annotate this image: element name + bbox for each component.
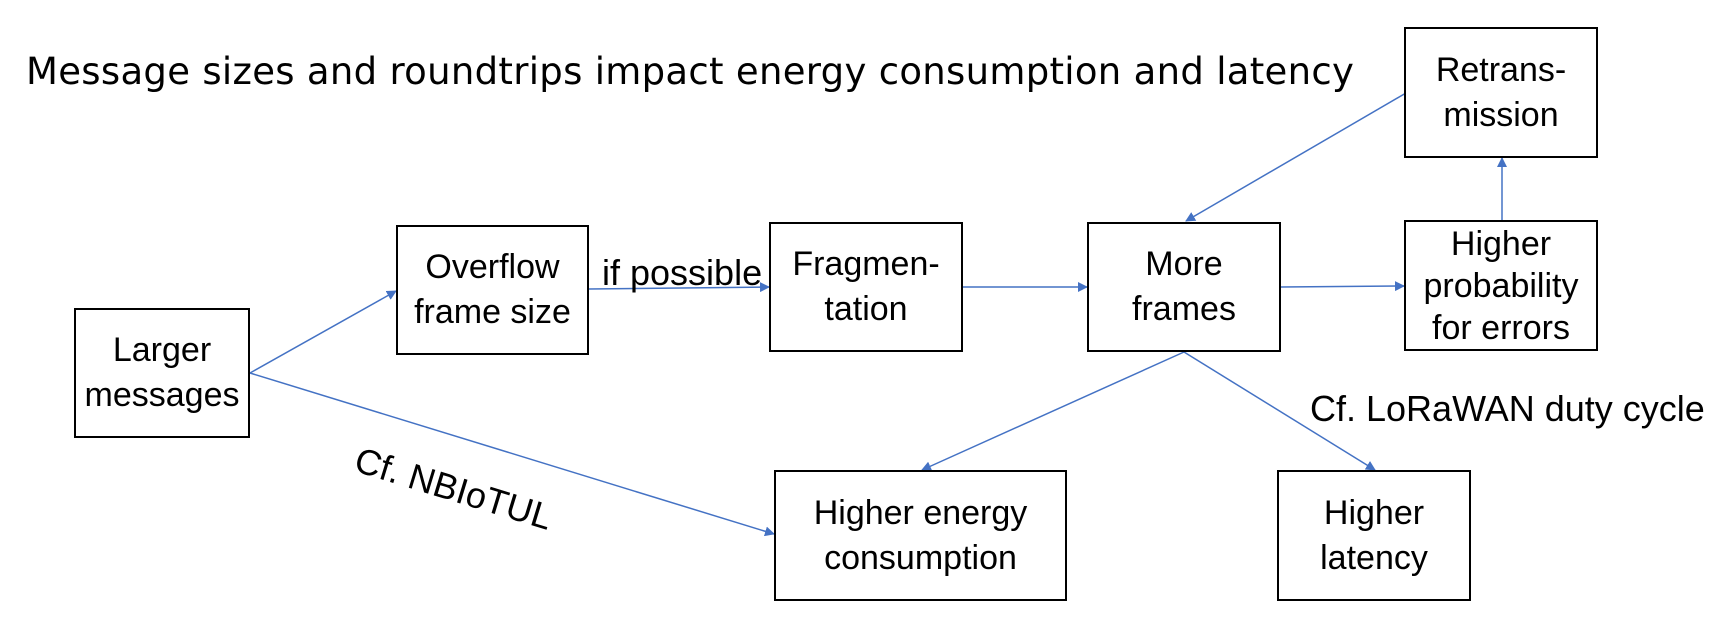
node-fragmentation: Fragmen- tation [769,222,963,352]
node-label: Higher probability for errors [1423,224,1579,347]
node-higher-latency: Higher latency [1277,470,1471,601]
node-higher-energy-consumption: Higher energy consumption [774,470,1067,601]
node-more-frames: More frames [1087,222,1281,352]
edge-more-frames-to-energy [921,351,1185,471]
edge-overflow-to-fragmentation [588,282,770,293]
diagram-title: Message sizes and roundtrips impact ener… [26,50,1355,93]
node-label: Overflow frame size [414,248,571,331]
edge-retransmission-to-more-frames [1185,92,1407,222]
edge-larger-to-overflow [249,290,397,374]
edge-label-cf-lorawan: Cf. LoRaWAN duty cycle [1310,388,1705,429]
node-label: Fragmen- tation [792,245,940,328]
node-label: Retrans- mission [1435,50,1567,134]
node-label: Higher latency [1320,493,1428,577]
node-label: Larger messages [84,331,240,414]
node-label: Higher energy consumption [813,493,1028,577]
edge-more-frames-to-latency [1183,351,1376,471]
node-overflow-frame-size: Overflow frame size [396,225,589,355]
node-larger-messages: Larger messages [74,308,250,438]
edge-larger-to-energy [249,372,775,537]
node-higher-probability-errors: Higher probability for errors [1404,220,1598,351]
edge-label-if-possible: if possible [602,252,763,293]
node-label: More frames [1132,245,1236,328]
node-retransmission: Retrans- mission [1404,27,1598,158]
edge-more-frames-to-errors [1280,281,1405,292]
